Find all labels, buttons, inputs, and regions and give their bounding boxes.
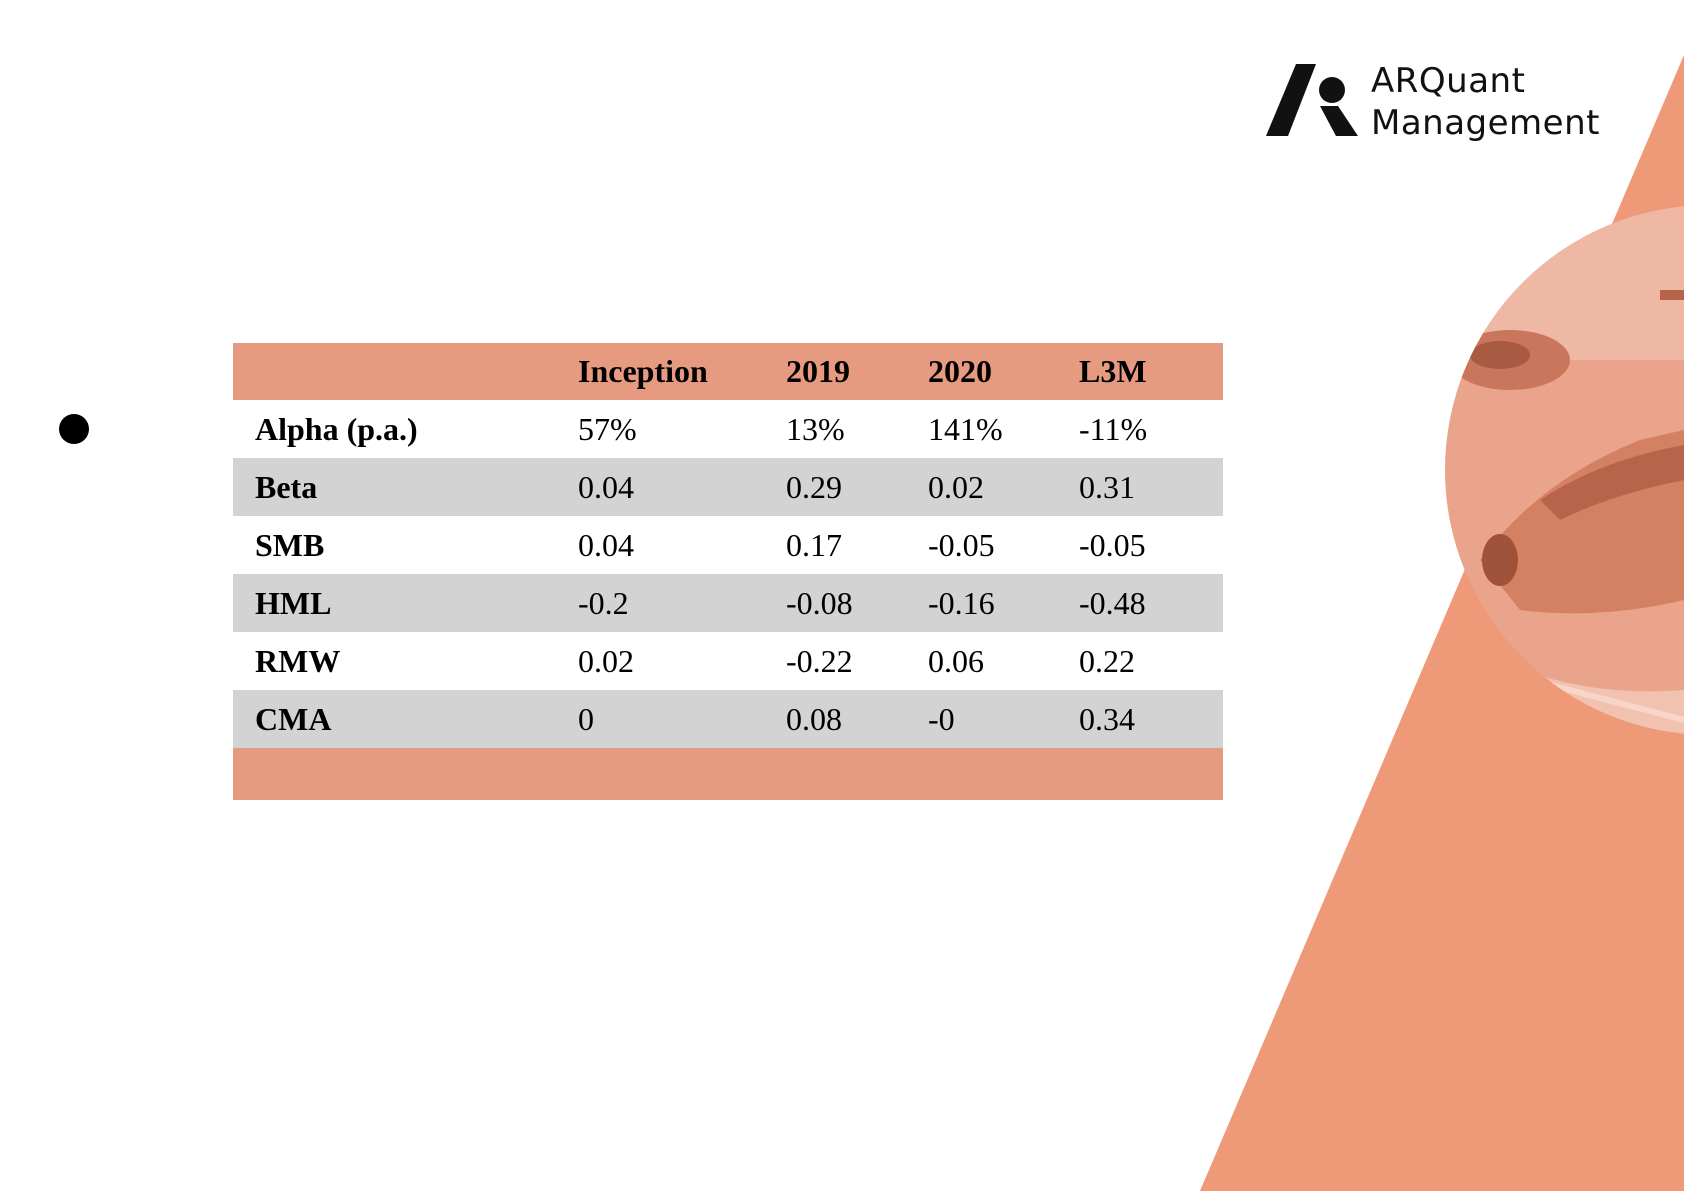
table-cell: 0.17 bbox=[786, 526, 842, 563]
table-cell: 0.31 bbox=[1079, 468, 1135, 505]
row-label: CMA bbox=[255, 700, 332, 737]
table-header-row: Inception 2019 2020 L3M bbox=[233, 343, 1223, 400]
table-cell: 0 bbox=[578, 700, 594, 737]
table-row: RMW 0.02 -0.22 0.06 0.22 bbox=[233, 632, 1223, 690]
table-row: HML -0.2 -0.08 -0.16 -0.48 bbox=[233, 574, 1223, 632]
table-cell: 0.02 bbox=[928, 468, 984, 505]
table-footer-row bbox=[233, 748, 1223, 800]
table-cell: 57% bbox=[578, 410, 637, 447]
table-cell: -0.16 bbox=[928, 584, 995, 621]
table-footer-band bbox=[233, 748, 1223, 800]
table-cell: 0.06 bbox=[928, 642, 984, 679]
table-cell: 0.04 bbox=[578, 526, 634, 563]
table-cell: -0.05 bbox=[1079, 526, 1146, 563]
header-2019: 2019 bbox=[786, 353, 850, 389]
table-cell: 141% bbox=[928, 410, 1003, 447]
row-label: Beta bbox=[255, 468, 318, 505]
table-cell: 0.02 bbox=[578, 642, 634, 679]
table-cell: 0.08 bbox=[786, 700, 842, 737]
table-row: CMA 0 0.08 -0 0.34 bbox=[233, 690, 1223, 748]
factor-table: Inception 2019 2020 L3M Alpha (p.a.) 57%… bbox=[233, 343, 1223, 800]
bullet-icon bbox=[59, 414, 89, 444]
brand-line-1: ARQuant bbox=[1371, 61, 1526, 101]
table-cell: 0.22 bbox=[1079, 642, 1135, 679]
row-label: RMW bbox=[255, 642, 341, 679]
arquant-logo-icon bbox=[1266, 64, 1358, 136]
table-cell: 13% bbox=[786, 410, 845, 447]
header-2020: 2020 bbox=[928, 353, 992, 389]
header-empty bbox=[233, 343, 578, 400]
table-cell: -0.22 bbox=[786, 642, 853, 679]
table-row: Beta 0.04 0.29 0.02 0.31 bbox=[233, 458, 1223, 516]
brand-logo: ARQuant Management bbox=[1266, 60, 1626, 144]
table-cell: -0 bbox=[928, 700, 955, 737]
table-cell: -0.48 bbox=[1079, 584, 1146, 621]
table-cell: 0.29 bbox=[786, 468, 842, 505]
table-cell: -0.2 bbox=[578, 584, 629, 621]
header-l3m: L3M bbox=[1079, 353, 1147, 389]
brand-line-2: Management bbox=[1371, 103, 1600, 143]
row-label: HML bbox=[255, 584, 332, 621]
factor-table-container: Inception 2019 2020 L3M Alpha (p.a.) 57%… bbox=[233, 343, 1223, 800]
table-cell: -0.08 bbox=[786, 584, 853, 621]
table-row: SMB 0.04 0.17 -0.05 -0.05 bbox=[233, 516, 1223, 574]
row-label: Alpha (p.a.) bbox=[255, 410, 418, 447]
table-cell: 0.04 bbox=[578, 468, 634, 505]
table-row: Alpha (p.a.) 57% 13% 141% -11% bbox=[233, 400, 1223, 458]
brand-name: ARQuant Management bbox=[1371, 60, 1600, 144]
table-cell: 0.34 bbox=[1079, 700, 1135, 737]
table-cell: -11% bbox=[1079, 410, 1148, 447]
row-label: SMB bbox=[255, 526, 325, 563]
header-inception: Inception bbox=[578, 353, 708, 389]
table-cell: -0.05 bbox=[928, 526, 995, 563]
